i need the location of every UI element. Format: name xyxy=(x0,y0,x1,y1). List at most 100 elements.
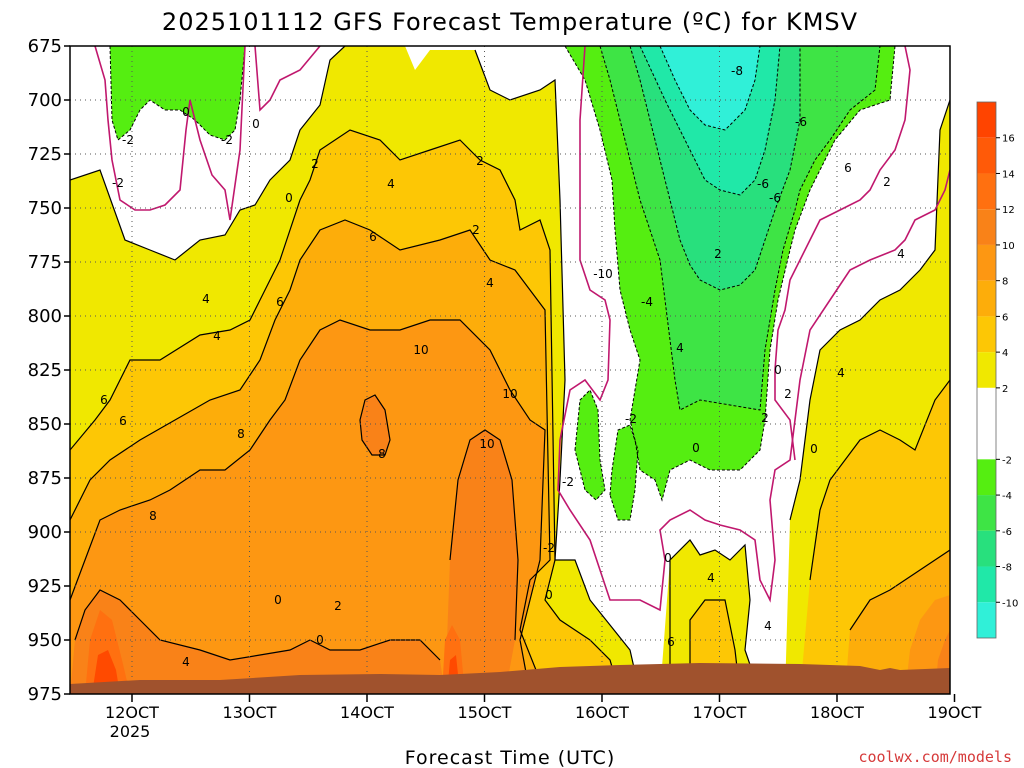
colorbar-swatch xyxy=(977,495,996,531)
contour-label: -2 xyxy=(221,133,233,147)
y-tick-label: 725 xyxy=(28,144,62,165)
colorbar-tick-label: 8 xyxy=(1002,277,1008,288)
isotherm-east-4 xyxy=(689,599,741,694)
colorbar-tick-label: 16 xyxy=(1002,134,1015,145)
x-tick-label: 13OCT xyxy=(223,703,277,722)
contour-label: 0 xyxy=(664,551,672,565)
contour-label: 4 xyxy=(897,247,905,261)
colorbar-tick-label: -10 xyxy=(1002,598,1018,609)
isotherm-far-east-6 xyxy=(849,549,950,631)
y-tick-label: 975 xyxy=(28,684,62,705)
contour-label: -4 xyxy=(641,295,653,309)
contour-label: 2 xyxy=(334,599,342,613)
y-tick-label: 950 xyxy=(28,630,62,651)
contour-label: 6 xyxy=(369,230,377,244)
y-tick-label: 925 xyxy=(28,576,62,597)
contour-label: 4 xyxy=(486,276,494,290)
isotherm-minus2-s1 xyxy=(574,389,606,501)
colorbar-swatch xyxy=(977,209,996,245)
colorbar-tick-label: 14 xyxy=(1002,169,1015,180)
y-tick-label: 675 xyxy=(28,36,62,57)
freezing-lines xyxy=(94,46,950,612)
contour-label: 4 xyxy=(213,329,221,343)
y-axis: 675 700 725 750 775 800 825 850 875 900 925 950 975 xyxy=(28,36,70,705)
isotherm-6 xyxy=(70,219,561,694)
contour-label: 2 xyxy=(472,223,480,237)
contour-label: 2 xyxy=(714,247,722,261)
isotherm-far-east-2 xyxy=(789,99,950,521)
contour-label: 0 xyxy=(182,105,190,119)
isotherms xyxy=(70,46,950,694)
x-tick-label: 18OCT xyxy=(810,703,864,722)
colorbar-tick-label: -8 xyxy=(1002,563,1012,574)
colorbar-swatch xyxy=(977,316,996,353)
fill-band-minus2-to-minus4-south xyxy=(575,390,605,500)
freezing-line-west xyxy=(94,46,246,221)
isotherm-minus2-west xyxy=(109,46,246,141)
x-tick-label: 15OCT xyxy=(458,703,512,722)
colorbar-tick-label: 6 xyxy=(1002,312,1008,323)
contour-label: -2 xyxy=(562,475,574,489)
contour-label: -8 xyxy=(731,64,743,78)
credit-text: coolwx.com/models xyxy=(858,748,1012,766)
contour-label: 4 xyxy=(202,292,210,306)
fill-band-minus2-to-minus4 xyxy=(110,46,245,140)
y-tick-label: 800 xyxy=(28,306,62,327)
colorbar: 16 14 12 10 8 6 4 2 -2 -4 -6 -8 -10 xyxy=(976,101,1018,639)
contour-label: 4 xyxy=(387,177,395,191)
contour-label: 10 xyxy=(502,387,517,401)
chart-title: 2025101112 GFS Forecast Temperature (ºC)… xyxy=(162,8,858,36)
fill-band-10-to-12-blob xyxy=(360,395,390,455)
colorbar-tick-label: 10 xyxy=(1002,241,1015,252)
x-tick-label: 19OCT xyxy=(928,703,982,722)
colorbar-swatch xyxy=(977,602,996,638)
contour-label: 4 xyxy=(676,341,684,355)
colorbar-swatch xyxy=(977,566,996,603)
colorbar-swatch xyxy=(977,244,996,281)
contour-label: -2 xyxy=(543,541,555,555)
contour-label: 10 xyxy=(479,437,494,451)
contour-label: 6 xyxy=(667,635,675,649)
colorbar-frame xyxy=(976,101,997,639)
cold-isotherms xyxy=(109,46,896,521)
contour-label: 0 xyxy=(252,117,260,131)
contour-label: -2 xyxy=(625,412,637,426)
contour-label: 6 xyxy=(276,295,284,309)
colorbar-swatch xyxy=(977,102,996,138)
colorbar-tick-label: 2 xyxy=(1002,384,1008,395)
y-tick-label: 775 xyxy=(28,252,62,273)
colorbar-tick-label: -6 xyxy=(1002,527,1012,538)
contour-label: -6 xyxy=(769,191,781,205)
contour-label: -2 xyxy=(112,176,124,190)
x-tick-label: 12OCT xyxy=(105,703,159,722)
terrain xyxy=(70,663,950,694)
isotherm-east-2 xyxy=(669,539,761,694)
isotherm-10b xyxy=(449,429,519,641)
y-tick-label: 825 xyxy=(28,360,62,381)
contour-label: 4 xyxy=(764,619,772,633)
isotherm-10c xyxy=(359,394,391,456)
x-tick-label: 16OCT xyxy=(575,703,629,722)
contour-label: 4 xyxy=(182,655,190,669)
colorbar-swatch xyxy=(977,352,996,388)
fill-band-8-to-10 xyxy=(70,320,545,694)
isotherm-minus6 xyxy=(629,46,801,291)
isotherm-minus4 xyxy=(599,46,881,411)
colorbar-tick-label: 4 xyxy=(1002,348,1008,359)
fill-band-minus2-to-minus4-south-east xyxy=(610,425,638,520)
colorbar-swatch xyxy=(977,387,996,460)
contour-label: 6 xyxy=(844,161,852,175)
colorbar-tick-label: 12 xyxy=(1002,205,1015,216)
y-tick-label: 900 xyxy=(28,522,62,543)
contour-label: -10 xyxy=(593,267,613,281)
contour-label: 8 xyxy=(149,509,157,523)
fill-band-10-to-12 xyxy=(70,590,445,694)
contour-label: 0 xyxy=(810,442,818,456)
fill-band-minus10-to-minus12 xyxy=(660,46,760,130)
contour-label: -6 xyxy=(795,115,807,129)
colorbar-swatch xyxy=(977,173,996,210)
contour-label: 4 xyxy=(707,571,715,585)
